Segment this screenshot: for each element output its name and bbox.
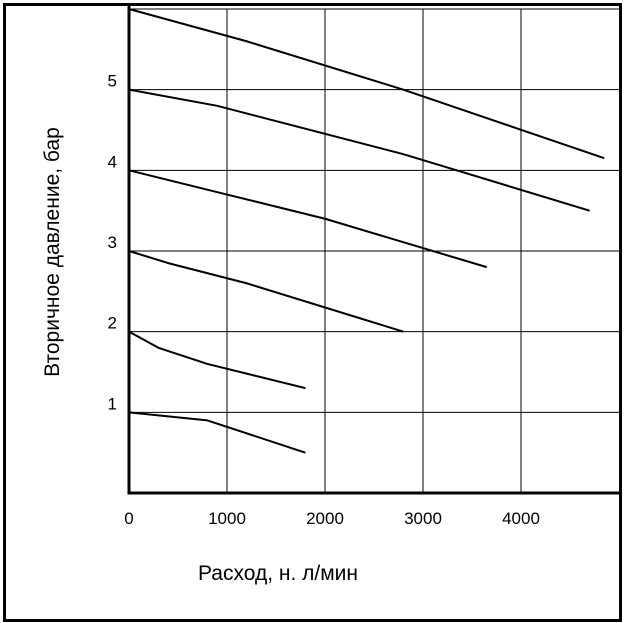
series-line-1 [128,411,306,454]
y-tick-label: 2 [108,314,117,333]
x-tick-label: 2000 [306,509,344,528]
series-line-4 [128,169,487,269]
x-tick-label: 4000 [502,509,540,528]
y-tick-label: 1 [108,394,117,413]
series-line-5 [128,88,590,212]
y-tick-label: 3 [108,233,117,252]
y-tick-label: 6 [108,6,117,10]
chart-frame: 0 1000 2000 3000 4000 1 2 3 4 5 6 Расход, н. л/мин… [3,3,622,622]
y-axis-label: Вторичное давление, бар [41,127,64,377]
y-tick-label: 4 [108,152,117,171]
series-lines [128,8,605,454]
grid [129,8,619,493]
axes [127,6,619,495]
tick-labels: 0 1000 2000 3000 4000 1 2 3 4 5 6 [108,6,540,528]
x-tick-label: 0 [124,509,133,528]
x-axis-label: Расход, н. л/мин [198,562,358,585]
x-tick-label: 3000 [404,509,442,528]
series-line-2 [128,330,306,390]
x-tick-label: 1000 [208,509,246,528]
y-tick-label: 5 [108,72,117,91]
series-line-3 [128,250,404,333]
series-line-6 [128,8,605,160]
pressure-flow-chart: 0 1000 2000 3000 4000 1 2 3 4 5 6 Расход, н. л/мин… [41,6,619,585]
